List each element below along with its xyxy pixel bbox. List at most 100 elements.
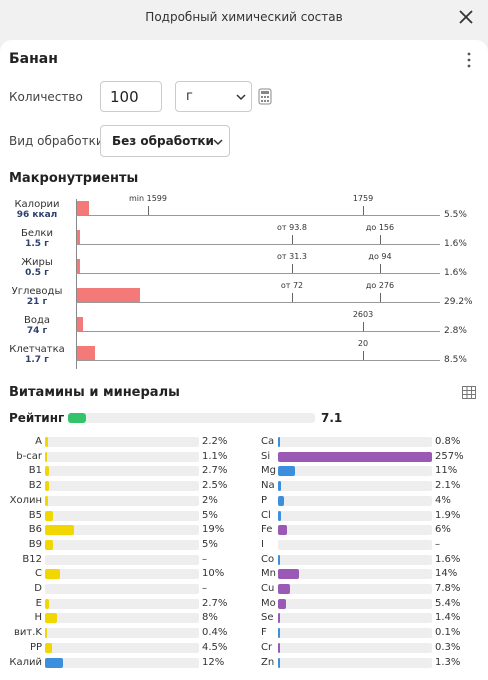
nutrient-track	[278, 466, 432, 477]
nutrient-track	[278, 584, 432, 594]
nutrient-percent: 1.3%	[435, 656, 461, 668]
macro-axis	[76, 199, 77, 369]
reference-label: от 31.3	[277, 252, 307, 261]
nutrient-bar	[278, 510, 281, 521]
more-button[interactable]	[466, 52, 472, 68]
nutrient-track	[45, 628, 199, 639]
nutrient-track	[278, 613, 432, 624]
nutrient-name: b-car	[16, 450, 42, 462]
nutrient-name: E	[35, 597, 42, 609]
nutrient-name: Se	[261, 612, 274, 624]
close-button[interactable]	[458, 9, 474, 25]
nutrient-percent: 1.1%	[202, 450, 228, 462]
nutrient-track	[45, 569, 199, 580]
chevron	[236, 94, 246, 101]
nutrient-percent: 2.2%	[202, 436, 228, 447]
nutrient-bar	[45, 539, 53, 550]
reference-label: 2603	[352, 310, 374, 319]
reference-tick	[380, 235, 381, 244]
macro-amount: 1.7 г	[25, 355, 49, 365]
quantity-label: Количество	[9, 90, 83, 104]
nutrient-bar	[45, 481, 49, 492]
nutrient-track	[278, 481, 432, 492]
nutrient-bar	[278, 584, 290, 594]
macro-amount: 74 г	[26, 326, 48, 336]
nutrient-track	[278, 539, 432, 550]
nutrient-track	[278, 525, 432, 536]
reference-tick	[292, 293, 293, 302]
macro-name: Жиры	[21, 257, 53, 268]
nutrient-bar	[278, 451, 432, 462]
nutrient-percent: 19%	[202, 524, 225, 536]
nutrient-name: B2	[28, 480, 42, 492]
reference-tick	[363, 206, 364, 215]
nutrient-percent: 11%	[435, 465, 458, 477]
macro-amount: 96 ккал	[16, 210, 58, 220]
macros-title: Макронутриенты	[9, 171, 139, 186]
nutrient-bar	[45, 598, 50, 609]
rating-label: Рейтинг	[9, 411, 65, 425]
nutrient-name: Cu	[261, 583, 275, 594]
nutrient-percent: 5%	[202, 509, 218, 521]
nutrient-name: B6	[28, 524, 42, 536]
nutrient-percent: 7.8%	[435, 583, 461, 594]
reference-label: до 156	[365, 223, 395, 232]
macro-percent: 1.6%	[444, 268, 467, 278]
nutrient-name: A	[35, 436, 42, 447]
macro-track	[76, 360, 440, 361]
nutrient-name: Mg	[261, 465, 276, 477]
nutrient-name: Cl	[261, 509, 271, 521]
nutrient-track	[45, 584, 199, 594]
nutrient-track	[278, 657, 432, 668]
nutrient-track	[278, 642, 432, 653]
reference-tick	[363, 322, 364, 331]
nutrient-track	[278, 510, 432, 521]
rating-bar	[68, 413, 86, 423]
nutrient-name: D	[34, 583, 42, 594]
nutrient-percent: 10%	[202, 568, 225, 580]
nutrient-bar	[45, 510, 53, 521]
nutrient-name: Mn	[261, 568, 276, 580]
unit-select[interactable]: г	[175, 81, 252, 112]
reference-label: min 1599	[129, 194, 167, 203]
nutrient-bar	[45, 437, 49, 447]
quantity-input[interactable]: 100	[100, 81, 162, 112]
macro-bar	[77, 230, 81, 244]
table-icon[interactable]	[462, 386, 476, 399]
macro-bar	[77, 288, 140, 302]
calculator-icon[interactable]	[258, 88, 272, 105]
vitamins-title: Витамины и минералы	[9, 385, 180, 400]
nutrient-bar	[278, 628, 280, 639]
nutrient-bar	[278, 525, 287, 536]
nutrient-bar	[278, 437, 280, 447]
processing-select[interactable]: Без обработки	[100, 125, 230, 157]
macro-bar	[77, 317, 84, 331]
nutrient-name: F	[261, 627, 267, 639]
nutrient-bar	[278, 495, 284, 506]
nutrient-track	[45, 642, 199, 653]
nutrient-bar	[45, 628, 47, 639]
macro-track	[76, 273, 440, 274]
nutrient-bar	[45, 642, 52, 653]
nutrient-name: Co	[261, 553, 275, 565]
macro-bar	[77, 201, 89, 215]
nutrient-track	[278, 569, 432, 580]
macro-percent: 5.5%	[444, 210, 467, 220]
nutrient-track	[45, 437, 199, 447]
macro-amount: 0.5 г	[25, 268, 49, 278]
nutrient-track	[45, 554, 199, 565]
rating-track	[68, 413, 315, 423]
nutrient-percent: 5.4%	[435, 597, 461, 609]
macro-name: Вода	[23, 315, 51, 326]
macro-track	[76, 331, 440, 332]
nutrient-name: B12	[22, 553, 42, 565]
nutrient-track	[45, 481, 199, 492]
macro-percent: 8.5%	[444, 355, 467, 365]
nutrient-percent: 2%	[202, 494, 218, 506]
unit-value: г	[186, 89, 193, 104]
nutrient-name: Калий	[9, 656, 42, 668]
nutrient-bar	[278, 657, 280, 668]
nutrient-name: B9	[28, 538, 42, 550]
nutrient-name: Ca	[261, 436, 275, 447]
nutrient-percent: 0.3%	[435, 641, 461, 653]
